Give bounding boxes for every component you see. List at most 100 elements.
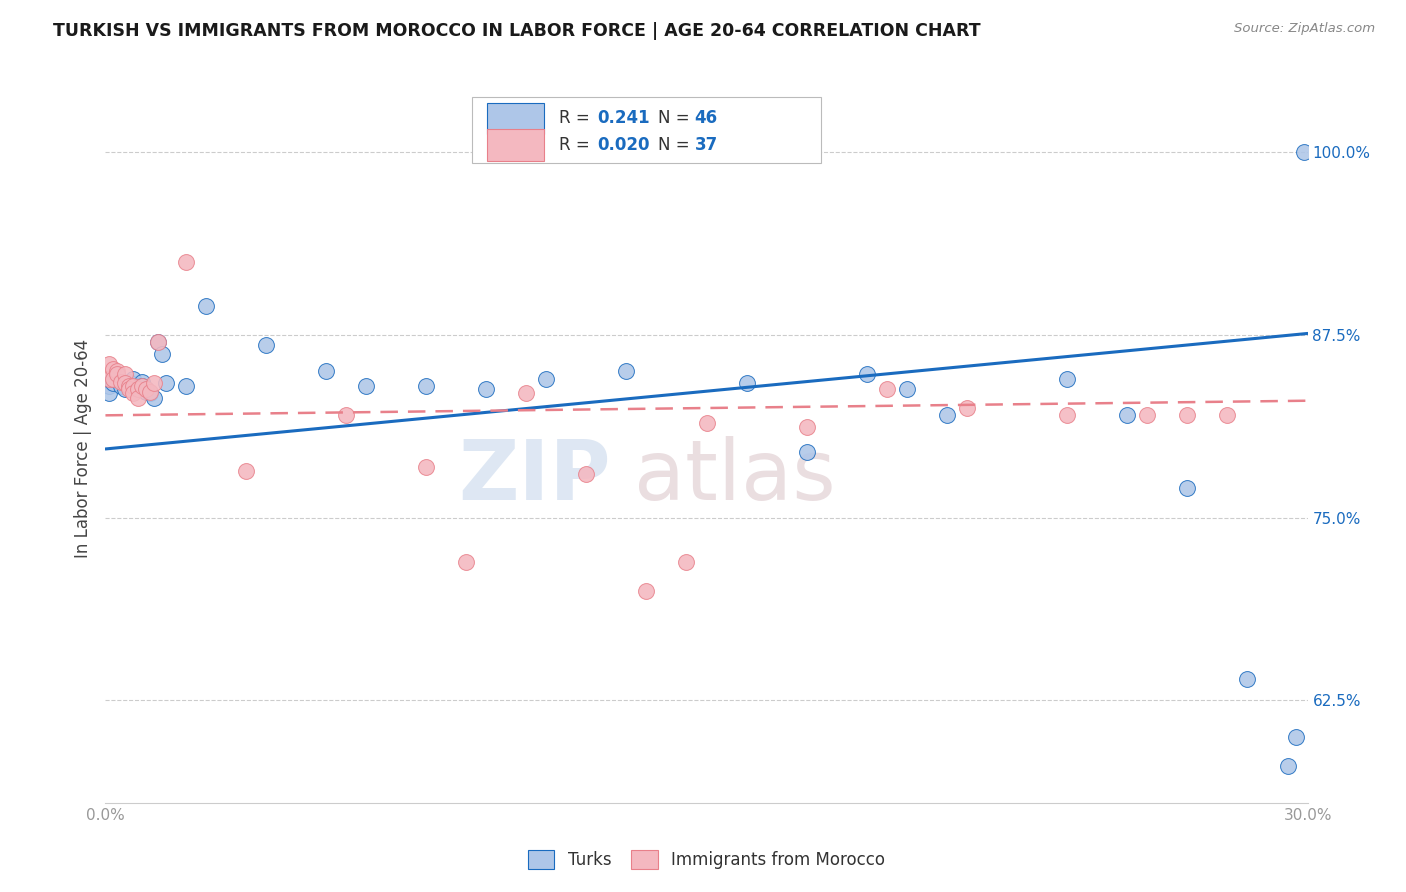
Point	[876, 382, 898, 396]
Point	[1292, 145, 1315, 160]
Point	[896, 382, 918, 396]
Point	[415, 459, 437, 474]
Point	[235, 464, 257, 478]
Point	[1284, 730, 1306, 744]
Point	[142, 391, 165, 405]
Point	[515, 386, 537, 401]
Point	[107, 372, 129, 386]
Text: TURKISH VS IMMIGRANTS FROM MOROCCO IN LABOR FORCE | AGE 20-64 CORRELATION CHART: TURKISH VS IMMIGRANTS FROM MOROCCO IN LA…	[53, 22, 981, 40]
Point	[155, 376, 177, 391]
Text: 0.020: 0.020	[598, 136, 650, 153]
Point	[254, 338, 277, 352]
Text: 37: 37	[695, 136, 717, 153]
Point	[454, 555, 477, 569]
Point	[107, 368, 129, 382]
Y-axis label: In Labor Force | Age 20-64: In Labor Force | Age 20-64	[73, 339, 91, 558]
Text: N =: N =	[658, 136, 696, 153]
Point	[103, 372, 125, 386]
Text: ZIP: ZIP	[458, 436, 610, 517]
Point	[636, 583, 658, 598]
Point	[118, 375, 141, 389]
Point	[575, 467, 598, 481]
Point	[534, 372, 557, 386]
Point	[796, 420, 818, 434]
Point	[103, 372, 125, 386]
Point	[696, 416, 718, 430]
Bar	[486, 103, 544, 135]
Text: 0.241: 0.241	[598, 110, 650, 128]
Point	[114, 382, 136, 396]
Point	[118, 379, 141, 393]
Point	[98, 357, 121, 371]
Point	[118, 379, 141, 393]
Point	[675, 555, 697, 569]
Point	[110, 379, 132, 393]
Point	[1056, 409, 1078, 423]
Text: 46: 46	[695, 110, 717, 128]
Point	[855, 368, 877, 382]
Point	[98, 372, 121, 386]
Point	[1236, 672, 1258, 686]
Point	[174, 255, 197, 269]
Point	[114, 368, 136, 382]
Point	[127, 382, 149, 396]
Point	[415, 379, 437, 393]
Bar	[486, 128, 544, 161]
Point	[110, 375, 132, 389]
Point	[194, 299, 217, 313]
Point	[127, 379, 149, 393]
Point	[936, 409, 959, 423]
Point	[956, 401, 979, 415]
Point	[103, 361, 125, 376]
Point	[131, 379, 153, 393]
Point	[1056, 372, 1078, 386]
Point	[98, 386, 121, 401]
Point	[315, 364, 337, 378]
Point	[122, 379, 145, 393]
Point	[122, 386, 145, 401]
Point	[142, 376, 165, 391]
Point	[98, 379, 121, 393]
Point	[1277, 759, 1299, 773]
Point	[735, 376, 758, 391]
Point	[107, 364, 129, 378]
FancyBboxPatch shape	[472, 97, 821, 163]
Point	[122, 379, 145, 393]
Text: R =: R =	[558, 110, 595, 128]
Legend: Turks, Immigrants from Morocco: Turks, Immigrants from Morocco	[522, 844, 891, 876]
Point	[354, 379, 377, 393]
Point	[127, 391, 149, 405]
Point	[107, 368, 129, 382]
Point	[146, 335, 169, 350]
Point	[1116, 409, 1139, 423]
Point	[127, 382, 149, 396]
Text: R =: R =	[558, 136, 595, 153]
Point	[138, 386, 160, 401]
Point	[122, 372, 145, 386]
Point	[110, 375, 132, 389]
Point	[138, 384, 160, 399]
Point	[616, 364, 638, 378]
Point	[174, 379, 197, 393]
Point	[335, 409, 357, 423]
Text: N =: N =	[658, 110, 696, 128]
Point	[114, 376, 136, 391]
Text: Source: ZipAtlas.com: Source: ZipAtlas.com	[1234, 22, 1375, 36]
Point	[796, 445, 818, 459]
Point	[146, 335, 169, 350]
Point	[475, 382, 498, 396]
Point	[1177, 409, 1199, 423]
Point	[1136, 409, 1159, 423]
Point	[118, 382, 141, 396]
Point	[131, 379, 153, 393]
Point	[1177, 482, 1199, 496]
Point	[135, 382, 157, 396]
Point	[131, 375, 153, 389]
Point	[135, 382, 157, 396]
Point	[103, 376, 125, 391]
Text: atlas: atlas	[634, 436, 837, 517]
Point	[114, 376, 136, 391]
Point	[1216, 409, 1239, 423]
Point	[150, 347, 173, 361]
Point	[135, 384, 157, 399]
